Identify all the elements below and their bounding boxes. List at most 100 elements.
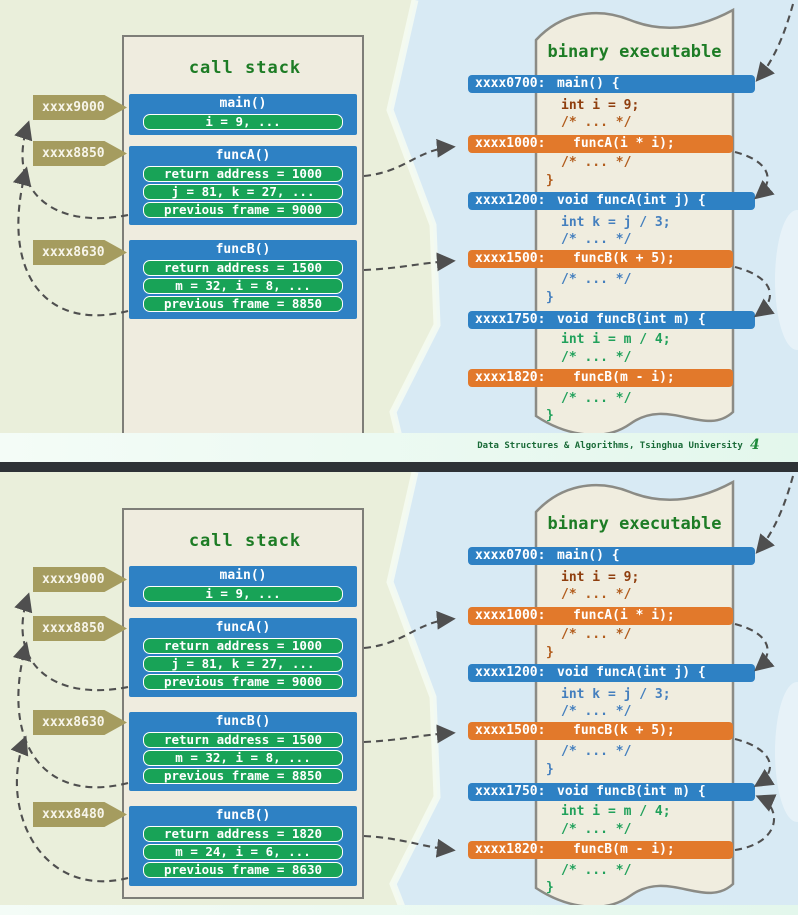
- stack-row: previous frame = 8850: [143, 296, 343, 312]
- address-tag-9000: xxxx9000: [33, 95, 127, 120]
- bar-code: funcA(i * i);: [573, 608, 675, 623]
- arrow-prev-frame-9000: [14, 120, 129, 220]
- arrow-prev-frame-9000: [14, 592, 129, 692]
- code-line: int i = m / 4;: [561, 332, 671, 347]
- code-line: }: [546, 880, 554, 895]
- bar-address: xxxx1200:: [475, 193, 546, 208]
- code-line: int k = j / 3;: [561, 687, 671, 702]
- frame-header: funcB(): [215, 714, 271, 729]
- code-line: /* ... */: [561, 350, 632, 365]
- address-tag-8850: xxxx8850: [33, 616, 127, 641]
- code-line: /* ... */: [561, 863, 632, 878]
- bar-address: xxxx1750:: [475, 312, 546, 327]
- frame-header: funcA(): [215, 148, 271, 163]
- address-bar-1000: xxxx1000: funcA(i * i);: [468, 607, 733, 625]
- address-bar-1000: xxxx1000: funcA(i * i);: [468, 135, 733, 153]
- code-line: }: [546, 645, 554, 660]
- bar-address: xxxx1000:: [475, 608, 546, 623]
- stack-row: previous frame = 9000: [143, 202, 343, 218]
- address-tag-8850: xxxx8850: [33, 141, 127, 166]
- code-line: int i = 9;: [561, 570, 640, 585]
- bar-code: funcA(i * i);: [573, 136, 675, 151]
- footer-text: Data Structures & Algorithms, Tsinghua U…: [477, 441, 743, 451]
- code-line: /* ... */: [561, 391, 632, 406]
- code-line: /* ... */: [561, 704, 632, 719]
- slide-divider: [0, 462, 798, 472]
- stack-row: i = 9, ...: [143, 114, 343, 130]
- code-line: int i = 9;: [561, 98, 640, 113]
- stack-row: return address = 1500: [143, 260, 343, 276]
- address-bar-1500: xxxx1500: funcB(k + 5);: [468, 722, 733, 740]
- address-bar-0700: xxxx0700: main() {: [468, 75, 755, 93]
- stack-row: return address = 1000: [143, 166, 343, 182]
- address-bar-1820: xxxx1820: funcB(m - i);: [468, 841, 733, 859]
- code-line: /* ... */: [561, 627, 632, 642]
- bar-address: xxxx1500:: [475, 723, 546, 738]
- bar-address: xxxx1820:: [475, 842, 546, 857]
- code-line: /* ... */: [561, 822, 632, 837]
- background-layer: [386, 0, 798, 462]
- stack-row: i = 9, ...: [143, 586, 343, 602]
- code-line: }: [546, 290, 554, 305]
- address-bar-0700: xxxx0700: main() {: [468, 547, 755, 565]
- address-bar-1200: xxxx1200: void funcA(int j) {: [468, 664, 755, 682]
- stack-frame-funca: funcA() return address = 1000 j = 81, k …: [129, 146, 357, 225]
- code-line: /* ... */: [561, 272, 632, 287]
- arrow-return-1000: [363, 138, 456, 178]
- stack-row: previous frame = 9000: [143, 674, 343, 690]
- stack-row: m = 32, i = 8, ...: [143, 278, 343, 294]
- address-tag-9000: xxxx9000: [33, 567, 127, 592]
- address-bar-1200: xxxx1200: void funcA(int j) {: [468, 192, 755, 210]
- slide-1: call stack main() i = 9, ... funcA() ret…: [0, 0, 798, 462]
- stack-row: j = 81, k = 27, ...: [143, 656, 343, 672]
- stack-frame-funcb-2: funcB() return address = 1820 m = 24, i …: [129, 806, 357, 886]
- stack-frame-funcb: funcB() return address = 1500 m = 32, i …: [129, 240, 357, 319]
- bar-code: funcB(m - i);: [573, 370, 675, 385]
- arrows-layer: [12, 3, 795, 318]
- stack-row: previous frame = 8630: [143, 862, 343, 878]
- code-line: }: [546, 408, 554, 423]
- bar-address: xxxx1500:: [475, 251, 546, 266]
- code-line: }: [546, 762, 554, 777]
- call-stack-title: call stack: [188, 58, 302, 78]
- address-bar-1820: xxxx1820: funcB(m - i);: [468, 369, 733, 387]
- arrow-call-funca: [734, 150, 775, 200]
- address-tag-8480: xxxx8480: [33, 802, 127, 827]
- stack-row: return address = 1000: [143, 638, 343, 654]
- bar-code: main() {: [557, 548, 620, 563]
- page-number: 4: [750, 437, 760, 453]
- address-bar-1500: xxxx1500: funcB(k + 5);: [468, 250, 733, 268]
- bar-code: funcB(k + 5);: [573, 723, 675, 738]
- stack-frame-main: main() i = 9, ...: [129, 94, 357, 135]
- bar-address: xxxx1200:: [475, 665, 546, 680]
- bar-code: void funcB(int m) {: [557, 784, 706, 799]
- code-line: int k = j / 3;: [561, 215, 671, 230]
- frame-header: main(): [219, 96, 267, 111]
- arrow-return-1820: [363, 834, 456, 858]
- arrow-call-funcb: [734, 737, 775, 788]
- bar-code: funcB(k + 5);: [573, 251, 675, 266]
- frame-header: funcB(): [215, 808, 271, 823]
- footer-bar: [0, 433, 798, 462]
- stack-row: return address = 1820: [143, 826, 343, 842]
- stack-row: return address = 1500: [143, 732, 343, 748]
- code-line: int i = m / 4;: [561, 804, 671, 819]
- arrow-call-funca: [734, 622, 775, 672]
- binary-title: binary executable: [547, 514, 722, 534]
- arrow-recursive-call-funcb: [734, 794, 777, 852]
- frame-header: funcB(): [215, 242, 271, 257]
- slide-2: call stack main() i = 9, ... funcA() ret…: [0, 472, 798, 915]
- arrow-entry-to-main: [755, 475, 795, 554]
- stack-frame-main: main() i = 9, ...: [129, 566, 357, 607]
- stack-frame-funca: funcA() return address = 1000 j = 81, k …: [129, 618, 357, 697]
- stack-row: j = 81, k = 27, ...: [143, 184, 343, 200]
- code-line: /* ... */: [561, 744, 632, 759]
- bar-code: funcB(m - i);: [573, 842, 675, 857]
- stack-frame-funcb: funcB() return address = 1500 m = 32, i …: [129, 712, 357, 791]
- stack-row: m = 32, i = 8, ...: [143, 750, 343, 766]
- arrow-entry-to-main: [755, 3, 795, 82]
- frame-header: funcA(): [215, 620, 271, 635]
- bar-code: void funcA(int j) {: [557, 665, 706, 680]
- arrow-call-funcb: [734, 265, 775, 318]
- footer-bar: [0, 905, 798, 915]
